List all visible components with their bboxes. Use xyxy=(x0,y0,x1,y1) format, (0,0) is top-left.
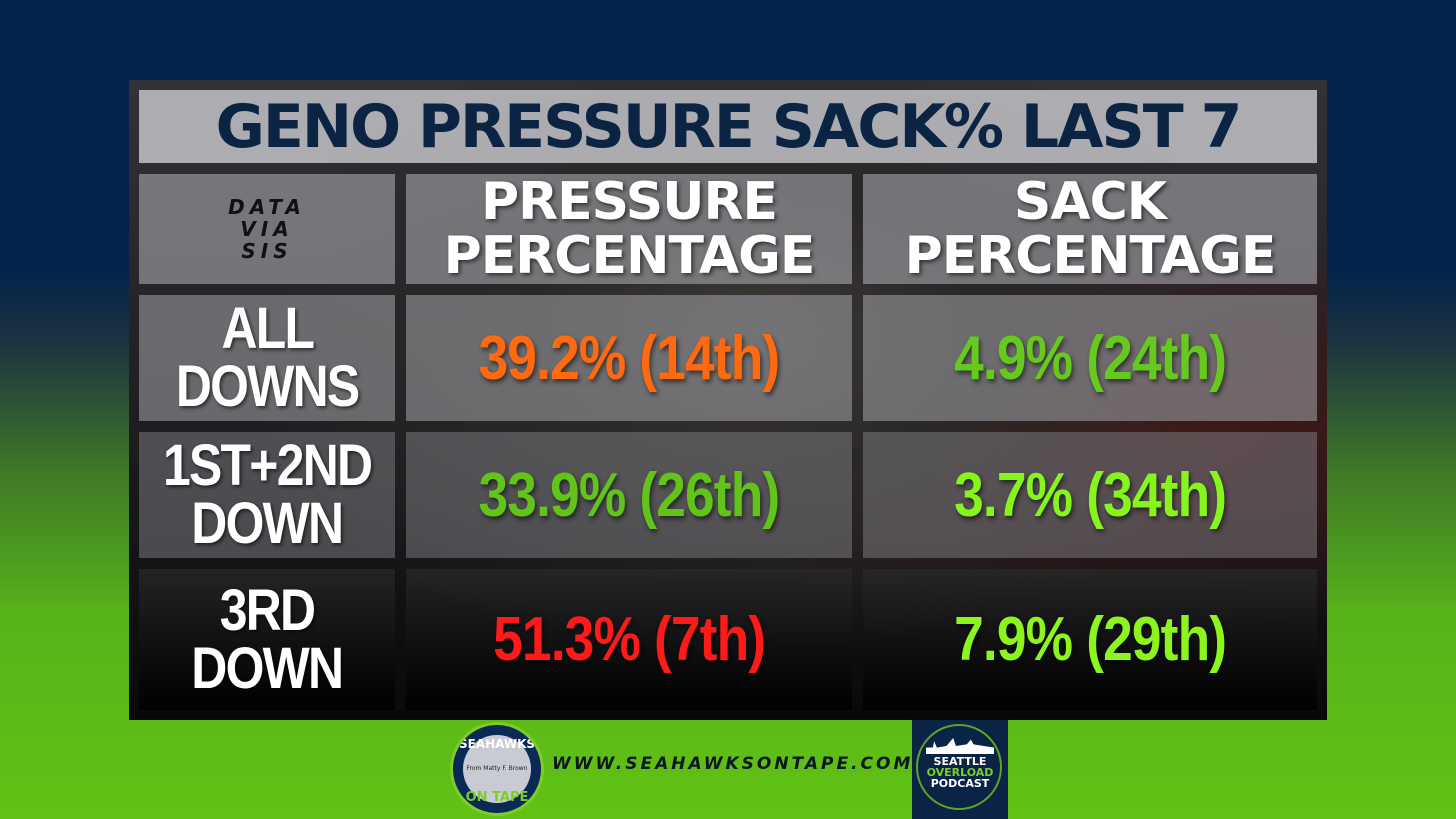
row-label-line: DOWN xyxy=(191,491,344,556)
logo-disc xyxy=(463,735,531,803)
sack-value: 3.7% (34th) xyxy=(953,460,1227,530)
sack-value: 4.9% (24th) xyxy=(953,323,1227,393)
row-label-line: ALL xyxy=(221,296,315,361)
source-note-line: DATA xyxy=(228,195,306,219)
row-label-line: 3RD xyxy=(219,577,316,643)
title-cell: GENO PRESSURE SACK% LAST 7 xyxy=(139,90,1317,163)
pressure-value: 33.9% (26th) xyxy=(478,460,781,530)
pressure-value-cell: 39.2% (14th) xyxy=(406,295,852,421)
logo-ring xyxy=(916,724,1002,810)
row-label-cell: 1ST+2ND DOWN xyxy=(139,432,395,558)
pressure-value-cell: 51.3% (7th) xyxy=(406,569,852,710)
pressure-value-cell: 33.9% (26th) xyxy=(406,432,852,558)
row-label-cell: 3RD DOWN xyxy=(139,569,395,710)
seattle-overload-podcast-logo: SEATTLE OVERLOAD PODCAST xyxy=(912,720,1008,819)
pressure-value: 39.2% (14th) xyxy=(478,323,781,393)
seahawks-on-tape-logo: SEAHAWKS From Matty F. Brown ON TAPE xyxy=(450,722,544,816)
row-label-line: DOWN xyxy=(191,635,344,701)
column-header-pressure: PRESSURE PERCENTAGE xyxy=(406,174,852,284)
pressure-value: 51.3% (7th) xyxy=(492,605,766,674)
row-label-line: 1ST+2ND xyxy=(162,433,373,498)
logo-text: SEAHAWKS xyxy=(458,737,536,751)
source-cell: DATA VIA SIS xyxy=(139,174,395,284)
source-note-line: VIA xyxy=(240,217,294,241)
logo-text: From Matty F. Brown xyxy=(466,765,528,772)
column-header-line: PRESSURE xyxy=(480,172,778,232)
sack-value-cell: 3.7% (34th) xyxy=(863,432,1317,558)
logo-text: OVERLOAD xyxy=(926,766,994,779)
column-header-line: SACK xyxy=(1013,172,1167,232)
chart-title: GENO PRESSURE SACK% LAST 7 xyxy=(215,91,1243,162)
column-header-line: PERCENTAGE xyxy=(443,226,816,286)
sack-value-cell: 4.9% (24th) xyxy=(863,295,1317,421)
sack-value-cell: 7.9% (29th) xyxy=(863,569,1317,710)
column-header-line: PERCENTAGE xyxy=(904,226,1277,286)
row-label-line: DOWNS xyxy=(175,354,360,419)
sack-value: 7.9% (29th) xyxy=(953,605,1227,674)
website-url[interactable]: WWW.SEAHAWKSONTAPE.COM xyxy=(552,754,914,774)
logo-text: SEATTLE xyxy=(933,755,987,768)
row-label-cell: ALL DOWNS xyxy=(139,295,395,421)
column-header-sack: SACK PERCENTAGE xyxy=(863,174,1317,284)
logo-text: ON TAPE xyxy=(465,790,529,805)
stats-board: GENO PRESSURE SACK% LAST 7 DATA VIA SIS … xyxy=(129,80,1327,720)
source-note-line: SIS xyxy=(241,239,293,263)
logo-text: PODCAST xyxy=(930,777,990,790)
